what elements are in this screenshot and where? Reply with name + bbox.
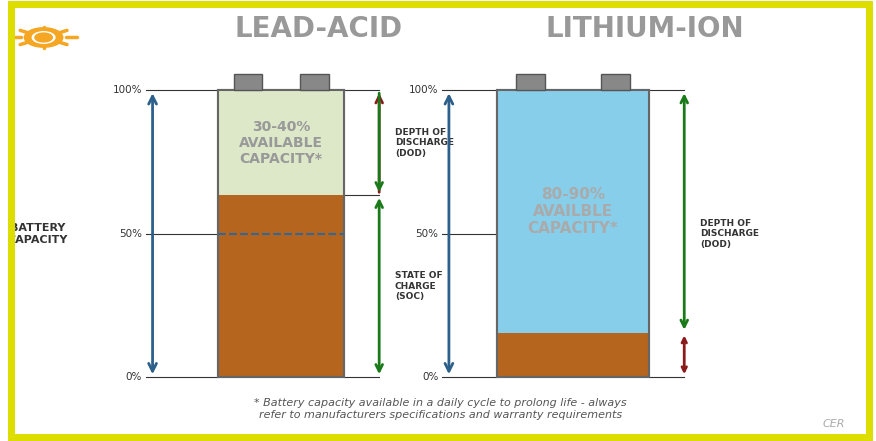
Bar — [300, 74, 328, 90]
Bar — [516, 74, 545, 90]
Text: 0%: 0% — [422, 372, 439, 382]
Text: DEPTH OF
DISCHARGE
(DOD): DEPTH OF DISCHARGE (DOD) — [395, 128, 454, 157]
Text: 80-90%
AVAILBLE
CAPACITY*: 80-90% AVAILBLE CAPACITY* — [527, 187, 618, 236]
Circle shape — [32, 32, 55, 43]
Bar — [218, 90, 344, 377]
Circle shape — [25, 28, 63, 47]
Text: 0%: 0% — [126, 372, 142, 382]
Text: BATTERY
CAPACITY: BATTERY CAPACITY — [7, 223, 67, 244]
Bar — [218, 90, 344, 377]
Text: 100%: 100% — [409, 86, 439, 95]
Bar — [497, 90, 649, 333]
Text: 100%: 100% — [113, 86, 142, 95]
Text: STATE OF
CHARGE
(SOC): STATE OF CHARGE (SOC) — [395, 271, 442, 301]
Text: LITHIUM-ION: LITHIUM-ION — [546, 15, 745, 43]
Bar — [497, 90, 649, 377]
Circle shape — [35, 33, 53, 42]
Text: * Battery capacity available in a daily cycle to prolong life - always
refer to : * Battery capacity available in a daily … — [254, 399, 626, 420]
Text: CER: CER — [823, 419, 845, 429]
Text: 50%: 50% — [415, 229, 439, 239]
Text: LEAD-ACID: LEAD-ACID — [234, 15, 402, 43]
Bar — [218, 90, 344, 195]
Text: 30-40%
AVAILABLE
CAPACITY*: 30-40% AVAILABLE CAPACITY* — [239, 120, 323, 166]
Bar — [234, 74, 263, 90]
Text: 50%: 50% — [119, 229, 142, 239]
Bar — [497, 90, 649, 377]
Text: DEPTH OF
DISCHARGE
(DOD): DEPTH OF DISCHARGE (DOD) — [700, 219, 759, 249]
Bar — [602, 74, 630, 90]
